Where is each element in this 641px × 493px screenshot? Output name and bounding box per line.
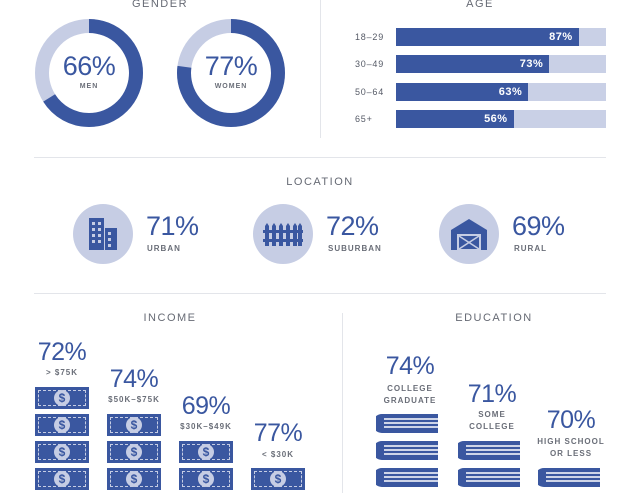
top-divider <box>320 0 321 138</box>
education-label-line2: GRADUATE <box>383 396 437 405</box>
location-title: LOCATION <box>286 176 354 188</box>
income-label: $30K–$49K <box>180 422 232 431</box>
bottom-divider <box>342 313 343 493</box>
suburban-value: 72% <box>326 211 379 241</box>
rural-value: 69% <box>512 211 565 241</box>
divider-location-bottom <box>34 293 606 294</box>
gender-women-value: 77% <box>204 51 258 81</box>
buildings-icon <box>89 218 117 250</box>
income-value: 72% <box>37 338 87 366</box>
income-value: 74% <box>109 365 159 393</box>
dollar-bill-icon: $ <box>179 441 233 463</box>
education-label-line1: HIGH SCHOOL <box>537 437 605 446</box>
urban-icon-circle <box>73 204 133 264</box>
dollar-bill-icon: $ <box>179 468 233 490</box>
barn-icon <box>451 219 487 250</box>
gender-men-donut <box>35 19 143 127</box>
rural-icon-circle <box>439 204 499 264</box>
book-icon <box>376 468 438 487</box>
fence-icon <box>263 223 303 246</box>
donut-value-arc <box>177 19 285 127</box>
urban-value: 71% <box>146 211 199 241</box>
suburban-label: SUBURBAN <box>328 244 382 253</box>
education-value: 71% <box>467 380 517 408</box>
age-title: AGE <box>466 0 494 10</box>
gender-women-donut <box>177 19 285 127</box>
education-label-line2: OR LESS <box>549 449 593 458</box>
donut-value-arc <box>35 19 143 127</box>
education-label-line2: COLLEGE <box>469 422 515 431</box>
urban-label: URBAN <box>147 244 181 253</box>
rural-label: RURAL <box>514 244 547 253</box>
gender-women-label: WOMEN <box>214 83 248 90</box>
book-icon <box>376 441 438 460</box>
age-label: 65+ <box>355 114 373 124</box>
book-icon <box>538 468 600 487</box>
education-value: 70% <box>546 406 596 434</box>
divider-location-top <box>34 157 606 158</box>
age-bar-fill: 87% <box>396 28 579 46</box>
age-bar-value: 87% <box>549 31 573 43</box>
age-label: 30–49 <box>355 59 385 69</box>
income-title: INCOME <box>143 312 197 324</box>
income-value: 69% <box>181 392 231 420</box>
age-bar-value: 56% <box>484 113 508 125</box>
dollar-bill-icon: $ <box>35 414 89 436</box>
education-value: 74% <box>385 352 435 380</box>
age-bar-track: 87% <box>396 28 606 46</box>
education-title: EDUCATION <box>455 312 533 324</box>
income-label: > $75K <box>45 368 79 377</box>
dollar-bill-icon: $ <box>35 468 89 490</box>
age-label: 50–64 <box>355 87 385 97</box>
age-bar-fill: 56% <box>396 110 514 128</box>
age-bar-track: 56% <box>396 110 606 128</box>
book-icon <box>376 414 438 433</box>
dollar-bill-icon: $ <box>35 441 89 463</box>
book-stack-icon <box>376 414 438 487</box>
age-bar-fill: 63% <box>396 83 529 101</box>
gender-men-value: 66% <box>62 51 116 81</box>
age-bar-value: 73% <box>519 58 544 70</box>
age-bar-track: 73% <box>396 55 606 73</box>
education-label-line1: SOME <box>478 410 506 419</box>
age-label: 18–29 <box>355 32 385 42</box>
book-icon <box>458 441 520 460</box>
age-bar-track: 63% <box>396 83 606 101</box>
suburban-icon-circle <box>253 204 313 264</box>
education-label-line1: COLLEGE <box>387 384 433 393</box>
book-stack-icon <box>538 468 600 487</box>
dollar-bill-icon: $ <box>35 387 89 409</box>
book-stack-icon <box>458 441 520 487</box>
dollar-bill-icon: $ <box>107 441 161 463</box>
income-label: < $30K <box>261 450 295 459</box>
book-icon <box>458 468 520 487</box>
dollar-bill-icon: $ <box>107 414 161 436</box>
age-bar-fill: 73% <box>396 55 550 73</box>
dollar-bill-icon: $ <box>107 468 161 490</box>
income-label: $50K–$75K <box>108 395 160 404</box>
age-bar-value: 63% <box>498 86 523 98</box>
gender-title: GENDER <box>131 0 189 10</box>
income-value: 77% <box>253 419 303 447</box>
gender-men-label: MEN <box>79 83 99 90</box>
dollar-bill-icon: $ <box>251 468 305 490</box>
